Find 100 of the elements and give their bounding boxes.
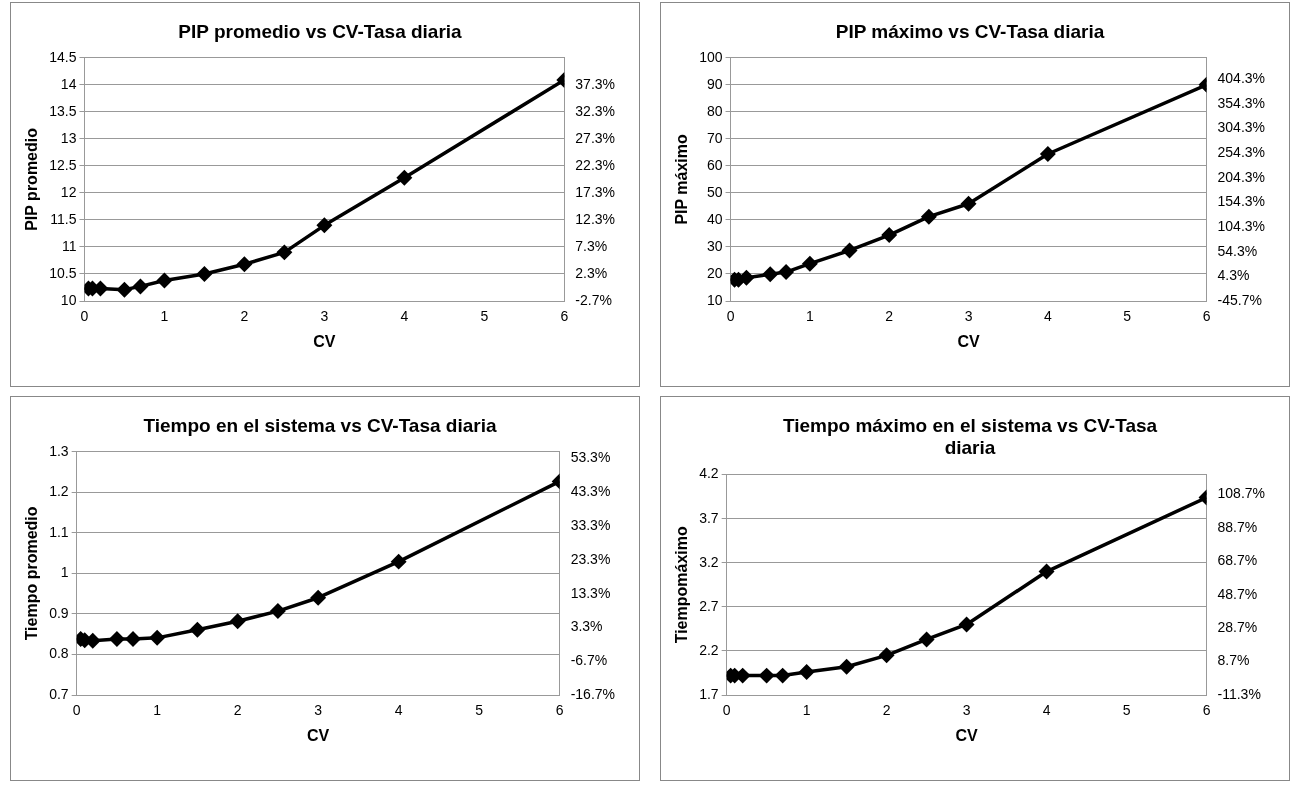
y-tick-label: 20 <box>706 264 723 281</box>
y-tick-label: 100 <box>699 48 723 65</box>
y2-tick-label: 32.3% <box>575 102 616 119</box>
x-tick-label: 0 <box>72 702 81 719</box>
chart-title: Tiempo máximo en el sistema vs CV-Tasa diaria <box>782 414 1158 459</box>
x-tick-label: 6 <box>1202 308 1211 325</box>
x-tick-label: 6 <box>1202 702 1211 719</box>
y2-tick-label: -45.7% <box>1217 291 1262 308</box>
y-tick-label: 10.5 <box>49 264 77 281</box>
y2-tick-label: 154.3% <box>1217 193 1265 210</box>
chart-title: Tiempo en el sistema vs CV-Tasa diaria <box>143 414 497 436</box>
y2-tick-label: 108.7% <box>1217 485 1265 502</box>
x-tick-label: 4 <box>394 702 403 719</box>
y2-tick-label: 3.3% <box>570 618 603 635</box>
y2-tick-label: 23.3% <box>570 550 611 567</box>
y2-tick-label: 33.3% <box>570 516 611 533</box>
y-tick-label: 70 <box>706 129 723 146</box>
y2-tick-label: -2.7% <box>575 291 612 308</box>
y-tick-label: 11 <box>61 237 77 254</box>
y-tick-label: 0.7 <box>49 685 69 702</box>
y-tick-label: 3.2 <box>699 553 719 570</box>
y2-tick-label: -11.3% <box>1217 685 1261 702</box>
x-tick-label: 6 <box>555 702 564 719</box>
y2-tick-label: 88.7% <box>1217 518 1258 535</box>
y2-tick-label: 37.3% <box>575 75 616 92</box>
y-tick-label: 13.5 <box>49 102 77 119</box>
y-tick-label: 80 <box>706 102 723 119</box>
y2-tick-label: 28.7% <box>1217 619 1258 636</box>
x-tick-label: 4 <box>1042 702 1051 719</box>
x-tick-label: 2 <box>240 308 249 325</box>
y2-tick-label: 404.3% <box>1217 69 1265 86</box>
y-tick-label: 90 <box>706 75 723 92</box>
x-tick-label: 5 <box>475 702 484 719</box>
y2-tick-label: 4.3% <box>1217 267 1250 284</box>
y2-tick-label: 13.3% <box>570 584 611 601</box>
y-tick-label: 50 <box>706 183 723 200</box>
y-tick-label: 1.7 <box>699 685 719 702</box>
x-tick-label: 4 <box>1043 308 1052 325</box>
y2-tick-label: 304.3% <box>1217 119 1265 136</box>
y2-tick-label: 54.3% <box>1217 242 1258 259</box>
x-axis-title: CV <box>307 726 330 744</box>
x-tick-label: 4 <box>400 308 409 325</box>
y2-tick-label: 53.3% <box>570 449 611 466</box>
y-tick-label: 14.5 <box>49 48 77 65</box>
y-tick-label: 10 <box>706 291 723 308</box>
y-tick-label: 1.1 <box>49 523 69 540</box>
y-tick-label: 1.3 <box>49 442 69 459</box>
y-tick-label: 1.2 <box>49 483 69 500</box>
y-tick-label: 0.8 <box>49 645 69 662</box>
y-tick-label: 2.7 <box>699 597 719 614</box>
x-tick-label: 6 <box>560 308 569 325</box>
x-tick-label: 5 <box>1122 702 1131 719</box>
x-tick-label: 5 <box>1123 308 1132 325</box>
y-tick-label: 40 <box>706 210 723 227</box>
y2-tick-label: 68.7% <box>1217 552 1258 569</box>
x-axis-title: CV <box>957 332 980 350</box>
x-tick-label: 3 <box>320 308 329 325</box>
y2-tick-label: 43.3% <box>570 483 611 500</box>
x-tick-label: 2 <box>882 702 891 719</box>
x-tick-label: 1 <box>153 702 162 719</box>
x-tick-label: 5 <box>480 308 489 325</box>
y2-tick-label: 354.3% <box>1217 94 1265 111</box>
y-tick-label: 13 <box>60 129 77 146</box>
y2-tick-label: 17.3% <box>575 183 616 200</box>
y-axis-title: Tiempomáximo <box>673 526 691 644</box>
y-tick-label: 60 <box>706 156 723 173</box>
x-axis-title: CV <box>313 332 336 350</box>
y2-tick-label: 104.3% <box>1217 217 1265 234</box>
y2-tick-label: 48.7% <box>1217 585 1258 602</box>
y2-tick-label: 27.3% <box>575 129 616 146</box>
x-tick-label: 1 <box>802 702 811 719</box>
y-tick-label: 11.5 <box>50 210 77 227</box>
y-tick-label: 12 <box>60 183 77 200</box>
y2-tick-label: 8.7% <box>1217 652 1250 669</box>
x-axis-title: CV <box>955 726 979 744</box>
x-tick-label: 3 <box>314 702 323 719</box>
x-tick-label: 2 <box>885 308 894 325</box>
y2-tick-label: 12.3% <box>575 210 616 227</box>
y2-tick-label: 204.3% <box>1217 168 1265 185</box>
y-tick-label: 10 <box>60 291 77 308</box>
y2-tick-label: -6.7% <box>570 652 608 669</box>
y-axis-title: PIP promedio <box>23 127 41 231</box>
y2-tick-label: 2.3% <box>575 264 608 281</box>
x-tick-label: 3 <box>962 702 971 719</box>
x-tick-label: 1 <box>805 308 814 325</box>
y-tick-label: 1 <box>60 564 69 581</box>
y2-tick-label: -16.7% <box>570 685 615 702</box>
y-axis-title: PIP máximo <box>673 133 691 225</box>
y-tick-label: 2.2 <box>699 641 719 658</box>
x-tick-label: 0 <box>80 308 89 325</box>
y-tick-label: 14 <box>60 75 77 92</box>
y-tick-label: 12.5 <box>49 156 77 173</box>
y2-tick-label: 22.3% <box>575 156 616 173</box>
y-tick-label: 4.2 <box>699 465 719 482</box>
y-tick-label: 0.9 <box>49 604 69 621</box>
y-axis-title: Tiempo promedio <box>23 506 41 641</box>
x-tick-label: 3 <box>964 308 973 325</box>
x-tick-label: 1 <box>160 308 169 325</box>
y-tick-label: 3.7 <box>699 509 719 526</box>
x-tick-label: 0 <box>722 702 731 719</box>
